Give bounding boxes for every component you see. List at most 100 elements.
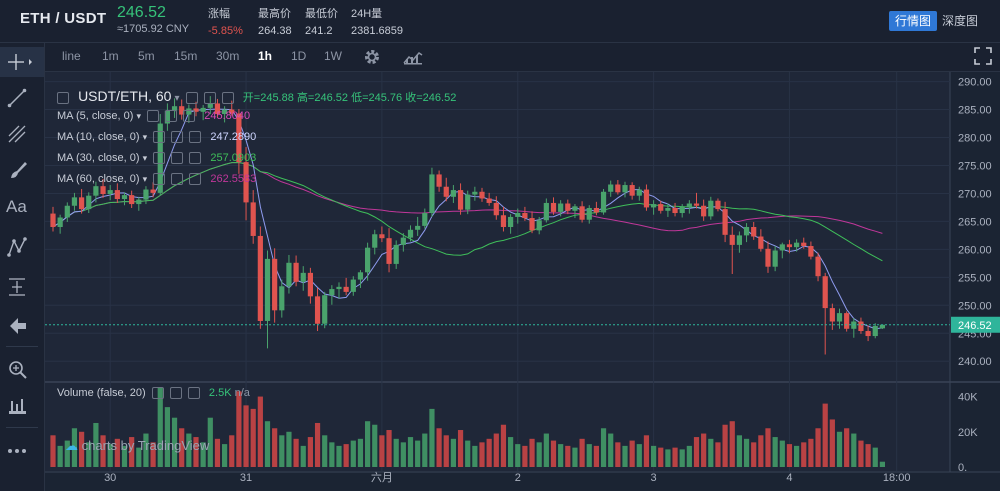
tab-depth-chart[interactable]: 深度图: [942, 14, 979, 28]
candle-body: [429, 174, 435, 214]
ma10-eye-icon[interactable]: [153, 131, 166, 144]
legend-settings-icon[interactable]: [203, 92, 216, 105]
candle-body: [872, 325, 878, 337]
volume-bar: [357, 438, 364, 467]
volume-bar: [272, 428, 278, 467]
volume-bar: [858, 440, 864, 467]
stat-volume: 24H量 2381.6859: [351, 5, 403, 37]
candle-body: [593, 207, 599, 213]
text-tool[interactable]: Aa: [0, 193, 44, 223]
ma5-settings-icon[interactable]: [165, 110, 178, 123]
candle-body: [500, 215, 507, 227]
legend-volume: Volume (false, 20) 2.5K n/a: [57, 387, 250, 400]
candle-body: [658, 204, 664, 211]
candle-body: [457, 190, 464, 210]
ma30-dropdown-icon[interactable]: ▾: [142, 153, 148, 163]
volume-bar: [121, 445, 128, 467]
ma10-value: 247.2890: [210, 131, 257, 143]
candlestick-chart[interactable]: 240.00245.00250.00255.00260.00265.00270.…: [45, 72, 1000, 491]
interval-1h[interactable]: 1h: [258, 49, 273, 63]
volume-close-icon[interactable]: [187, 387, 200, 400]
candle-body: [465, 194, 471, 210]
volume-bar: [865, 444, 871, 467]
ma30-settings-icon[interactable]: [171, 152, 184, 165]
interval-30m[interactable]: 30m: [216, 49, 240, 63]
more-tools[interactable]: [0, 436, 44, 466]
ma10-close-icon[interactable]: [189, 131, 202, 144]
volume-bar: [629, 440, 635, 467]
candle-body: [543, 202, 549, 221]
volume-bar: [722, 424, 728, 467]
candle-body: [486, 198, 492, 203]
ma10-label: MA (10, close, 0): [57, 131, 140, 143]
interval-line[interactable]: line: [62, 49, 81, 63]
legend-eye-icon[interactable]: [185, 92, 198, 105]
tab-candle-chart[interactable]: 行情图: [889, 11, 938, 31]
ma10-dropdown-icon[interactable]: ▾: [142, 132, 148, 142]
crosshair-tool[interactable]: [0, 47, 44, 77]
fib-icon: [8, 125, 26, 143]
volume-bar: [844, 428, 850, 467]
chart-area[interactable]: 240.00 245.00 250.00 255.00 260.00 265.00 270.…: [45, 72, 1000, 491]
back-tool[interactable]: [0, 311, 44, 341]
interval-1d[interactable]: 1D: [291, 49, 307, 63]
ma60-dropdown-icon[interactable]: ▾: [142, 174, 148, 184]
interval-1w[interactable]: 1W: [324, 49, 342, 63]
volume-bar: [114, 438, 120, 467]
brush-tool[interactable]: [0, 155, 44, 185]
candle-body: [815, 256, 821, 277]
candle-body: [422, 213, 428, 226]
ma5-dropdown-icon[interactable]: ▾: [136, 111, 142, 121]
ticker-header: ETH / USDT 246.52 ≈1705.92 CNY 涨幅 -5.85%…: [0, 0, 1000, 43]
candle-body: [372, 234, 378, 248]
symbol-dropdown-icon[interactable]: ▾: [174, 93, 180, 104]
candle-body: [801, 242, 807, 247]
trend-line-tool[interactable]: [0, 83, 44, 113]
collapse-legend-icon[interactable]: [57, 92, 69, 105]
ma10-settings-icon[interactable]: [171, 131, 184, 144]
candle-body: [708, 200, 714, 217]
ma60-close-icon[interactable]: [189, 173, 202, 186]
measure-tool[interactable]: [0, 272, 44, 302]
volume-bar: [157, 387, 163, 467]
volume-eye-icon[interactable]: [151, 387, 164, 400]
zoom-tool[interactable]: [0, 355, 44, 385]
ma5-close-icon[interactable]: [183, 110, 196, 123]
fullscreen-icon[interactable]: [974, 47, 992, 65]
volume-bar: [743, 438, 750, 467]
volume-bar: [71, 428, 78, 467]
interval-1m[interactable]: 1m: [102, 49, 119, 63]
candle-body: [379, 234, 385, 239]
pattern-tool[interactable]: [0, 232, 44, 262]
fib-tool[interactable]: [0, 119, 44, 149]
ma30-close-icon[interactable]: [189, 152, 202, 165]
volume-bar: [829, 419, 835, 467]
candle-body: [186, 108, 192, 115]
interval-5m[interactable]: 5m: [138, 49, 155, 63]
legend-close-icon[interactable]: [221, 92, 234, 105]
candle-body: [443, 186, 449, 197]
settings-gear-icon[interactable]: [362, 47, 382, 67]
candle-body: [636, 189, 642, 196]
candle-body: [343, 286, 349, 292]
ma30-eye-icon[interactable]: [153, 152, 166, 165]
volume-bar: [443, 435, 449, 467]
candle-body: [300, 272, 306, 282]
price-tick-label: 275.00: [958, 160, 992, 172]
indicators-icon[interactable]: [402, 48, 424, 66]
candle-body: [365, 247, 371, 273]
volume-bar: [93, 422, 99, 467]
legend-ma30: MA (30, close, 0) ▾ 257.0903: [57, 152, 256, 165]
ma60-eye-icon[interactable]: [153, 173, 166, 186]
interval-15m[interactable]: 15m: [174, 49, 198, 63]
ma60-settings-icon[interactable]: [171, 173, 184, 186]
volume-settings-icon[interactable]: [169, 387, 182, 400]
volume-bar: [593, 445, 599, 467]
back-arrow-icon: [10, 318, 26, 334]
candle-body: [550, 202, 557, 212]
ma5-eye-icon[interactable]: [147, 110, 160, 123]
time-tick-label: 4: [786, 472, 792, 484]
candle-body: [79, 197, 85, 210]
candle-body: [651, 204, 657, 208]
magnet-tool[interactable]: [0, 392, 44, 422]
